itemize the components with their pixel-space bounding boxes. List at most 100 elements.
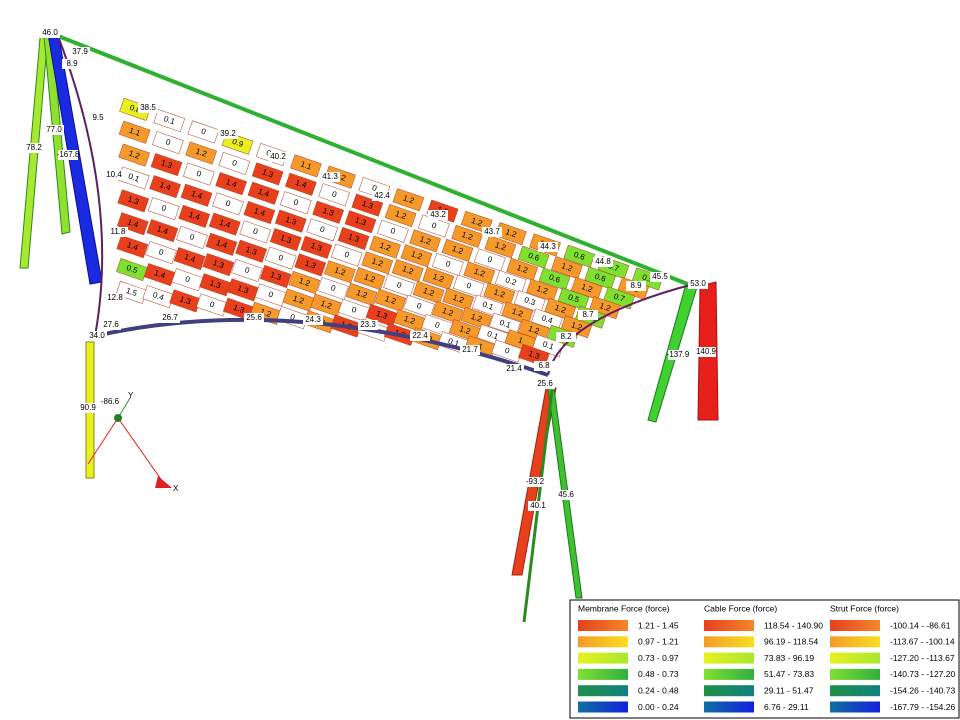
membrane-cell: 0	[212, 192, 244, 216]
label-bg	[538, 242, 558, 252]
cell-value: 1.3	[245, 245, 259, 257]
bottom-cable-label: 26.7	[160, 313, 180, 323]
top-cable-label: 44.3	[538, 242, 558, 252]
membrane-cell: 1.2	[422, 266, 455, 290]
label-bg	[244, 313, 264, 323]
legend-swatch	[830, 685, 880, 697]
legend-title: Membrane Force (force)	[578, 603, 670, 613]
membrane-cell: 0	[279, 191, 312, 215]
membrane-cell: 1.2	[570, 276, 603, 300]
membrane-cell: 1.2	[384, 204, 417, 228]
cell-value: 0	[208, 300, 216, 310]
cell-value: 0	[244, 265, 252, 275]
legend-swatch	[830, 668, 880, 680]
cell-value: 0.2	[504, 275, 518, 287]
label-bg	[105, 293, 125, 303]
legend-swatch	[578, 701, 628, 713]
membrane-cell: 0	[432, 252, 464, 276]
cell	[441, 238, 474, 262]
top-cable-label: 42.4	[372, 191, 392, 201]
left-cable-label: 11.8	[108, 227, 128, 237]
cell-value: 0.3	[523, 295, 537, 307]
cell	[344, 210, 377, 234]
top-cable-label: 39.2	[218, 129, 238, 139]
cell-value: 1.4	[183, 252, 197, 264]
membrane-cell: 1.2	[460, 306, 493, 330]
cell-value: 0	[164, 137, 172, 147]
cell	[337, 226, 370, 250]
legend-swatch	[578, 685, 628, 697]
cell-value: 1.2	[401, 264, 415, 276]
cell-value: 0.6	[527, 251, 541, 263]
cell-value: 1.3	[284, 215, 298, 227]
membrane-cell: 1.3	[259, 265, 292, 289]
membrane-cell: 0	[317, 276, 349, 300]
membrane-cell: 0.1	[153, 109, 186, 133]
cell-value: 1.4	[294, 178, 308, 190]
membrane-cell: 1.3	[518, 343, 550, 367]
membrane-cell: 0.2	[494, 270, 527, 294]
label-bg	[428, 210, 448, 220]
membrane-cell: 0	[376, 219, 409, 243]
left-cable-label: 10.4	[104, 170, 124, 180]
cell	[118, 143, 151, 167]
cell-value: 1.2	[470, 216, 484, 228]
cell	[185, 141, 217, 165]
membrane-cell: 0	[218, 151, 251, 175]
left-cable-label-text: 9.5	[92, 113, 104, 122]
label-bg	[626, 281, 646, 291]
label-bg	[24, 143, 44, 153]
cell-value: 0	[396, 280, 404, 290]
cell-value: 0	[289, 312, 297, 322]
membrane-cell: 1.3	[235, 239, 267, 263]
legend: Membrane Force (force) 1.21 - 1.45 0.97 - …	[569, 599, 960, 719]
nodes-label-text: 46.0	[42, 28, 58, 37]
cell-value: 0	[160, 203, 168, 213]
top-cable-label: 41.3	[320, 172, 340, 182]
cell	[412, 280, 445, 304]
cell-value: 0	[267, 290, 275, 300]
nodes-label-text: 53.0	[690, 279, 706, 288]
legend-label: 0.00 - 0.24	[638, 702, 679, 712]
cell	[506, 257, 539, 281]
cell	[178, 204, 211, 228]
cell-value: 1.2	[452, 293, 466, 305]
bottom-cable-label-text: 24.3	[305, 315, 321, 324]
cell-value: 0	[331, 189, 339, 199]
membrane-cell: 1.2	[441, 238, 474, 262]
cell-value: 1.2	[494, 240, 508, 252]
cell-value: 1.2	[292, 294, 306, 306]
cell-value: 0.6	[573, 250, 587, 262]
cell	[538, 267, 571, 291]
legend-swatch	[830, 636, 880, 648]
cell-value: 1.3	[527, 349, 541, 361]
cell	[330, 243, 363, 267]
cell-value: 0	[319, 224, 327, 234]
cell-value: 1.2	[195, 147, 209, 159]
label-bg	[87, 331, 107, 341]
cell-value: 1.3	[322, 206, 336, 218]
cell-value: 0.6	[594, 272, 608, 284]
membrane-cell: 1.2	[392, 188, 425, 212]
label-bg	[88, 113, 108, 123]
cell-value: 1.2	[333, 265, 347, 277]
cell-value: 1.4	[253, 206, 267, 218]
cell-value: 0.1	[481, 300, 495, 312]
struts-label: -93.2	[525, 477, 545, 487]
legend-title: Cable Force (force)	[704, 603, 777, 613]
top-cable-label: 43.7	[482, 227, 502, 237]
cell-value: 1.3	[178, 294, 192, 306]
legend-swatch	[704, 668, 754, 680]
cell-value: 0	[184, 274, 192, 284]
legend-label: 73.83 - 96.19	[764, 653, 814, 663]
membrane-cell: 1.2	[409, 229, 442, 253]
membrane-cell: 0	[383, 274, 415, 298]
top-cable-label-text: 44.8	[595, 257, 611, 266]
left-cable-label: 9.5	[88, 113, 108, 123]
right-cable-label: 8.7	[578, 310, 598, 320]
cell-value: 1.4	[215, 238, 229, 250]
membrane-cell: 0	[187, 120, 220, 144]
cell	[312, 200, 345, 224]
cell-value: 1.3	[160, 158, 174, 170]
